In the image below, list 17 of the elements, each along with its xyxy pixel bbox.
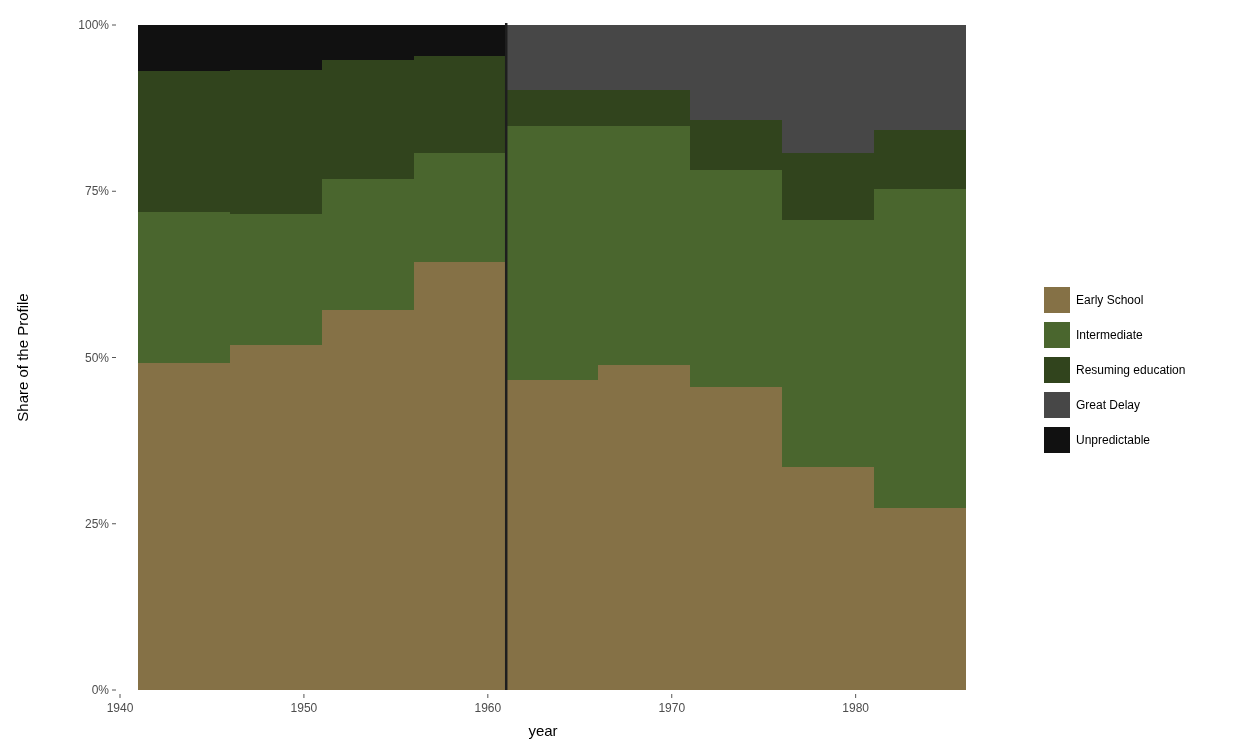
x-axis-title: year — [528, 722, 558, 739]
x-tick-label: 1950 — [290, 701, 318, 715]
legend-label: Unpredictable — [1076, 433, 1151, 448]
legend-label: Early School — [1076, 293, 1144, 308]
y-tick-label: 25% — [84, 516, 110, 531]
legend-label: Great Delay — [1076, 398, 1141, 413]
legend-label: Intermediate — [1076, 328, 1144, 343]
x-tick-label: 1940 — [106, 701, 134, 715]
legend-label: Resuming education — [1076, 363, 1186, 378]
y-tick-label: 100% — [78, 18, 110, 33]
y-axis-title: Share of the Profile — [14, 293, 31, 422]
x-tick-label: 1980 — [842, 701, 870, 715]
y-tick-label: 50% — [84, 350, 110, 365]
y-tick-label: 75% — [84, 184, 110, 199]
x-tick-label: 1960 — [474, 701, 502, 715]
x-tick-label: 1970 — [658, 701, 686, 715]
y-tick-label: 0% — [91, 683, 110, 698]
